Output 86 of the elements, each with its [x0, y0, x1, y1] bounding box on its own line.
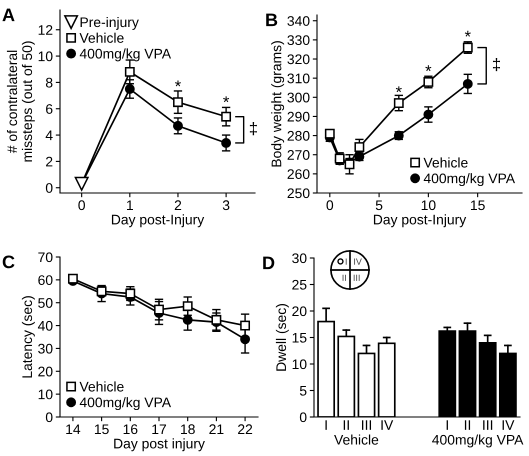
y-axis-title: Latency (sec) — [22, 296, 35, 378]
y-tick-label: 300 — [287, 92, 310, 102]
y-tick-label: 6 — [46, 104, 52, 114]
annotation: IV — [354, 258, 362, 265]
series-label: 400mg/kg VPA — [432, 434, 524, 448]
x-tick-label: 15 — [94, 424, 109, 434]
y-tick-label: 60 — [38, 275, 53, 286]
x-tick-label: 18 — [181, 424, 195, 434]
y-tick-label: 260 — [288, 169, 310, 180]
x-tick-label: II — [344, 420, 349, 430]
legend-label: 400mg/kg VPA — [80, 397, 172, 410]
x-tick-label: 2 — [174, 200, 182, 210]
x-tick-label: II — [464, 420, 470, 430]
y-tick-label: 2 — [46, 156, 52, 166]
x-tick-label: I — [325, 420, 327, 430]
x-axis-title: Day post-Injury — [112, 214, 204, 228]
annotation: * — [464, 30, 471, 37]
x-tick-label: IV — [502, 420, 514, 430]
y-tick-label: 30 — [38, 344, 53, 354]
annotation: * — [174, 80, 181, 86]
annotation: ‡ — [250, 122, 257, 136]
x-tick-label: 10 — [422, 200, 436, 210]
y-axis-title: Dwell (sec) — [276, 304, 289, 371]
annotation: I — [346, 258, 347, 265]
y-tick-label: 0 — [46, 412, 53, 422]
x-axis-title: Day post injury — [114, 438, 205, 452]
legend-label: Vehicle — [424, 157, 468, 168]
x-tick-label: I — [446, 420, 448, 430]
x-tick-label: 0 — [326, 200, 334, 210]
y-tick-label: 250 — [288, 188, 310, 198]
chart-title: C — [2, 255, 15, 268]
legend-label: 400mg/kg VPA — [424, 173, 516, 186]
annotation: ‡ — [492, 58, 500, 72]
x-tick-label: III — [362, 420, 372, 430]
x-tick-label: IV — [381, 420, 394, 430]
x-tick-label: 16 — [124, 424, 138, 434]
x-axis-title: Day post-Injury — [374, 214, 466, 228]
annotation: * — [425, 65, 432, 72]
y-tick-label: 320 — [287, 54, 310, 64]
y-tick-label: 0 — [46, 183, 53, 193]
x-tick-label: III — [483, 420, 492, 430]
y-tick-label: 330 — [287, 35, 310, 46]
y-tick-label: 270 — [288, 150, 310, 160]
chart-title: D — [263, 256, 274, 270]
y-tick-label: 70 — [38, 252, 53, 262]
annotation: II — [342, 274, 346, 281]
y-tick-label: 0 — [300, 412, 307, 422]
legend-label: 400mg/kg VPA — [80, 48, 172, 62]
y-tick-label: 15 — [292, 332, 306, 343]
annotation: * — [396, 86, 402, 92]
annotation: III — [354, 274, 360, 281]
x-tick-label: 0 — [78, 200, 85, 210]
x-tick-label: 17 — [152, 424, 166, 434]
y-tick-label: 5 — [300, 386, 306, 396]
y-tick-label: 8 — [46, 78, 52, 88]
y-tick-label: 310 — [287, 73, 310, 84]
y-tick-label: 280 — [288, 130, 310, 141]
y-tick-label: 20 — [292, 306, 307, 316]
chart-title: A — [2, 8, 15, 22]
y-tick-label: 20 — [38, 366, 53, 376]
x-tick-label: 3 — [222, 200, 230, 210]
annotation: * — [223, 96, 230, 102]
y-axis-title: Body weight (grams) — [271, 41, 284, 167]
legend-label: Vehicle — [80, 381, 124, 392]
x-tick-label: 15 — [470, 200, 485, 210]
y-tick-label: 25 — [292, 280, 306, 290]
y-tick-label: 10 — [292, 359, 307, 370]
x-tick-label: 5 — [376, 200, 382, 210]
x-tick-label: 22 — [238, 424, 252, 434]
y-tick-label: 30 — [292, 253, 307, 264]
chart-title: B — [266, 14, 278, 26]
y-tick-label: 50 — [38, 298, 53, 308]
y-tick-label: 12 — [38, 25, 52, 35]
y-tick-label: 10 — [38, 389, 53, 400]
y-axis-title: # of contralateral missteps (out of 50) — [6, 41, 35, 162]
x-tick-label: 1 — [127, 200, 133, 210]
series-label: Vehicle — [334, 434, 378, 445]
y-tick-label: 340 — [287, 16, 310, 26]
y-tick-label: 290 — [288, 112, 310, 122]
x-tick-label: 14 — [66, 424, 80, 434]
x-tick-label: 21 — [209, 424, 224, 434]
legend-label: Vehicle — [80, 32, 124, 43]
y-tick-label: 40 — [38, 320, 53, 331]
y-tick-label: 4 — [46, 130, 53, 140]
y-tick-label: 10 — [38, 51, 53, 62]
legend-label: Pre-injury — [80, 16, 139, 30]
